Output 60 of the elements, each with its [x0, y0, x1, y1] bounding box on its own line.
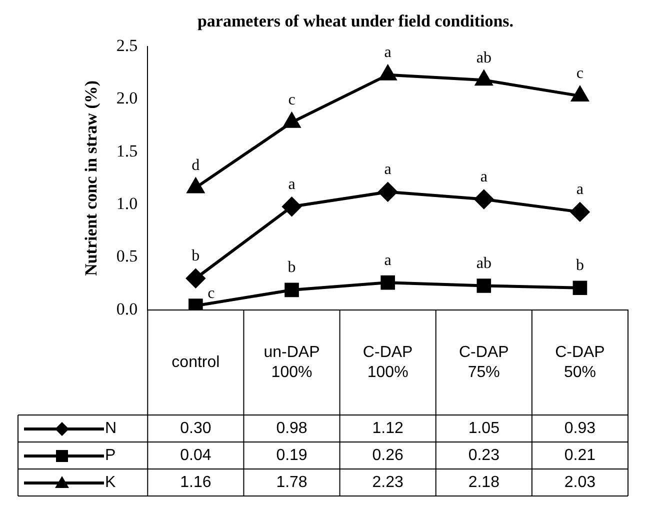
legend-label: N [105, 420, 117, 438]
data-label: 0.93 [564, 420, 596, 437]
point [283, 112, 300, 128]
point [570, 202, 590, 222]
point [378, 182, 398, 202]
point [186, 268, 206, 288]
legend-label: P [105, 446, 116, 464]
data-label: 2.23 [372, 474, 404, 491]
data-label: 0.26 [372, 446, 404, 464]
annotation: a [384, 44, 392, 62]
data-label: 1.16 [180, 474, 212, 491]
data-label: 0.21 [564, 446, 596, 464]
data-label: 2.18 [468, 474, 500, 491]
annotation: c [288, 92, 296, 109]
point [476, 278, 492, 293]
point [475, 70, 492, 86]
point [379, 65, 396, 80]
x-tick-label: un-DAP 100% [264, 344, 320, 381]
point [380, 275, 395, 290]
annotation: a [288, 176, 296, 193]
chart-title: parameters of wheat under field conditions. [197, 12, 514, 31]
data-label: 0.98 [276, 420, 308, 437]
annotation: a [480, 168, 488, 186]
annotation: a [576, 181, 584, 198]
annotation: a [384, 161, 392, 178]
legend-label: K [105, 474, 116, 492]
annotation: ab [476, 49, 492, 66]
annotation: c [208, 284, 215, 302]
x-tick-label: control [172, 354, 220, 371]
x-tick-label: C-DAP 50% [555, 344, 605, 381]
data-label: 0.04 [180, 446, 212, 464]
y-tick-label: 0.0 [116, 299, 138, 318]
point [572, 86, 588, 102]
y-tick-label: 2.0 [116, 88, 138, 108]
point [572, 280, 588, 296]
y-tick-label: 0.5 [116, 246, 138, 266]
annotation: ab [476, 254, 492, 272]
annotation: b [192, 248, 200, 265]
annotation: b [288, 259, 296, 276]
point [474, 190, 494, 209]
data-label: 2.03 [564, 474, 596, 491]
point [284, 282, 299, 298]
data-label: 0.30 [180, 420, 212, 437]
data-label: 0.23 [468, 446, 500, 464]
data-label: 1.78 [276, 474, 308, 491]
x-tick-label: C-DAP 75% [459, 344, 509, 381]
annotation: b [576, 257, 584, 274]
data-label: 1.05 [468, 420, 500, 437]
y-tick-label: 1.5 [116, 141, 138, 160]
annotation: d [192, 156, 200, 174]
data-label: 0.19 [276, 446, 308, 464]
annotation: a [384, 252, 392, 269]
y-tick-label: 2.5 [116, 36, 138, 55]
y-axis-title: Nutrient conc in straw (%) [82, 80, 101, 276]
y-tick-label: 1.0 [116, 194, 138, 214]
data-label: 1.12 [372, 420, 404, 437]
annotation: c [576, 65, 584, 82]
point [187, 178, 204, 194]
point [282, 197, 302, 216]
x-tick-label: C-DAP 100% [362, 344, 413, 381]
